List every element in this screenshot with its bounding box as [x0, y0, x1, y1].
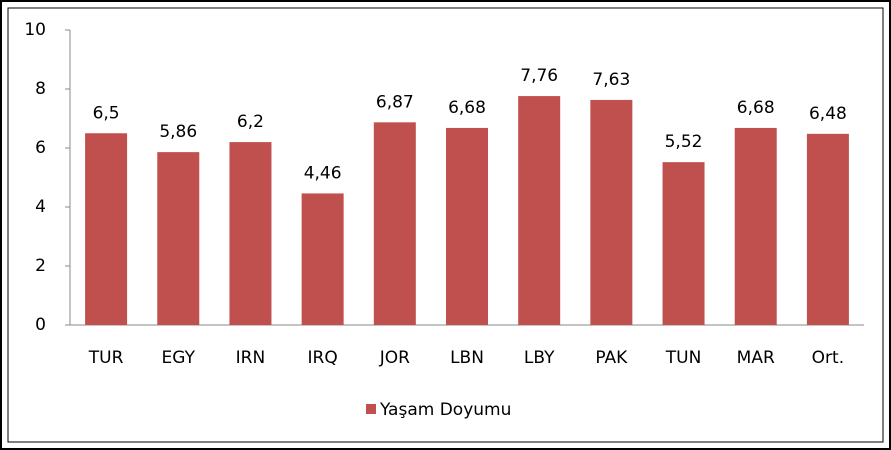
- x-tick-label: LBY: [524, 348, 555, 368]
- y-tick-label: 2: [35, 256, 46, 276]
- value-label: 5,52: [665, 132, 703, 152]
- value-label: 4,46: [304, 163, 342, 183]
- x-tick-label: PAK: [595, 348, 628, 368]
- value-label: 7,63: [592, 70, 630, 90]
- value-label: 6,2: [237, 112, 264, 132]
- value-label: 6,5: [93, 103, 120, 123]
- y-tick-label: 6: [35, 138, 46, 158]
- bar: [301, 193, 344, 325]
- value-label: 6,48: [809, 104, 847, 124]
- x-tick-label: TUN: [665, 348, 702, 368]
- y-tick-label: 8: [35, 79, 46, 99]
- bar: [662, 162, 705, 325]
- x-tick-label: MAR: [737, 348, 775, 368]
- inner-frame: [7, 7, 884, 443]
- y-tick-label: 10: [24, 20, 46, 40]
- x-tick-label: TUR: [88, 348, 124, 368]
- legend-label: Yaşam Doyumu: [379, 400, 511, 420]
- legend-swatch: [366, 404, 376, 414]
- value-label: 6,68: [737, 98, 775, 118]
- x-tick-label: LBN: [450, 348, 484, 368]
- y-tick-label: 4: [35, 197, 46, 217]
- bar: [229, 142, 272, 325]
- bar: [157, 152, 200, 325]
- x-tick-label: JOR: [379, 348, 410, 368]
- value-label: 6,87: [376, 92, 414, 112]
- bar: [806, 133, 849, 325]
- value-label: 5,86: [159, 122, 197, 142]
- bar: [734, 127, 777, 325]
- x-tick-label: IRN: [236, 348, 266, 368]
- bar: [590, 99, 633, 325]
- bar: [446, 127, 488, 325]
- value-label: 6,68: [448, 98, 486, 118]
- x-tick-label: IRQ: [308, 348, 338, 368]
- value-label: 7,76: [520, 66, 558, 86]
- x-tick-label: Ort.: [812, 348, 844, 368]
- x-tick-label: EGY: [162, 348, 196, 368]
- bar: [85, 133, 128, 325]
- y-tick-label: 0: [35, 315, 46, 335]
- bar: [518, 96, 561, 325]
- bar: [373, 122, 416, 326]
